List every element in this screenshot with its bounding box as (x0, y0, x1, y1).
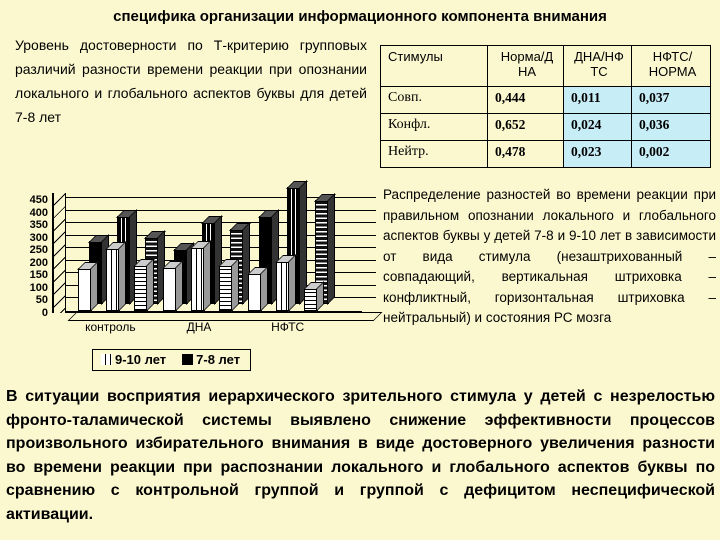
bar-group-контроль (78, 200, 162, 311)
y-axis-tick: 250 (29, 244, 48, 257)
cell-value: 0,023 (563, 140, 632, 168)
y-axis-tick: 350 (29, 219, 48, 232)
table-header-norma-dna: Норма/Д НА (487, 45, 564, 87)
gridline (66, 209, 376, 211)
bar-НФТС-нейтральный-9-10 лет (304, 288, 318, 311)
row-label: Конфл. (380, 113, 488, 141)
chart-category-labels: контроль ДНА НФТС (66, 320, 362, 334)
caption-t-criterion: Уровень достоверности по Т-критерию груп… (15, 37, 367, 125)
bar-pair (134, 200, 162, 311)
cell-value: 0,037 (631, 86, 711, 114)
bar-group-НФТС (248, 187, 332, 311)
bar-НФТС-совпадающий-9-10 лет (248, 273, 262, 311)
cell-value: 0,036 (631, 113, 711, 141)
chart-plot (52, 187, 383, 321)
cell-value: 0,478 (487, 140, 564, 168)
bar-ДНА-совпадающий-9-10 лет (163, 267, 177, 311)
reaction-time-bar-chart: 0 50 100 150 200 250 300 350 400 450 контроль ДНА Н… (20, 187, 383, 382)
table-header-dna-nfts: ДНА/НФ ТС (563, 45, 632, 87)
table-header-nfts-norma: НФТС/ НОРМА (631, 45, 711, 87)
category-label-контроль: контроль (85, 320, 136, 334)
y-axis-tick: 50 (35, 294, 48, 307)
category-label-ДНА: ДНА (186, 320, 212, 334)
legend-entry: 7-8 лет (182, 352, 240, 367)
y-axis-tick: 300 (29, 231, 48, 244)
legend-label: 7-8 лет (196, 352, 241, 367)
y-axis-tick: 0 (41, 307, 48, 319)
row-label: Совп. (380, 86, 488, 114)
y-axis-tick: 400 (29, 206, 48, 219)
cell-value: 0,002 (631, 140, 711, 168)
legend-key-icon (101, 354, 112, 365)
chart-y-axis: 0 50 100 150 200 250 300 350 400 450 (20, 194, 48, 319)
cell-value: 0,011 (563, 86, 632, 114)
y-axis-tick: 100 (29, 281, 48, 294)
conclusion-paragraph: В ситуации восприятия иерархического зри… (6, 388, 715, 523)
table-row: Совп. 0,444 0,011 0,037 (380, 86, 711, 114)
gridline (66, 197, 376, 198)
cell-value: 0,444 (487, 86, 564, 114)
bar-group-ДНА (163, 200, 247, 311)
bar-pair (276, 187, 304, 311)
y-axis-tick: 150 (29, 269, 48, 282)
legend-key-icon (182, 354, 194, 365)
y-axis-tick: 450 (29, 194, 48, 206)
chart-legend: 9-10 лет 7-8 лет (92, 349, 252, 371)
legend-entry: 9-10 лет (101, 352, 166, 367)
cell-value: 0,024 (563, 113, 632, 141)
bar-pair (248, 200, 276, 311)
bar-pair (304, 200, 332, 311)
bar-pair (219, 200, 247, 311)
table-header-stimuli: Стимулы (380, 45, 488, 87)
bar-pair (191, 200, 219, 311)
caption-distribution: Распределение разностей во времени реакц… (383, 187, 716, 325)
chart-groups (66, 187, 362, 311)
y-axis-tick: 200 (29, 256, 48, 269)
legend-label: 9-10 лет (115, 352, 167, 367)
table-header-row: Стимулы Норма/Д НА ДНА/НФ ТС НФТС/ НОРМА (380, 45, 711, 87)
table-row: Нейтр. 0,478 0,023 0,002 (380, 140, 711, 168)
row-label: Нейтр. (380, 140, 488, 168)
slide-title: специфика организации информационного ко… (113, 8, 607, 25)
cell-value: 0,652 (487, 113, 564, 141)
bar-ДНА-конфликтный-9-10 лет (191, 247, 205, 311)
table-row: Конфл. 0,652 0,024 0,036 (380, 113, 711, 141)
significance-table: Стимулы Норма/Д НА ДНА/НФ ТС НФТС/ НОРМА… (380, 45, 711, 168)
bar-pair (78, 200, 106, 311)
chart-3d-side-wall (52, 193, 66, 313)
bar-pair (106, 200, 134, 311)
bar-pair (163, 200, 191, 311)
bar-контроль-нейтральный-9-10 лет (134, 265, 148, 311)
bar-контроль-совпадающий-9-10 лет (78, 268, 92, 311)
bar-ДНА-нейтральный-9-10 лет (219, 265, 233, 311)
bar-контроль-конфликтный-9-10 лет (106, 248, 120, 311)
bar-НФТС-конфликтный-9-10 лет (276, 261, 290, 311)
category-label-НФТС: НФТС (271, 320, 305, 334)
